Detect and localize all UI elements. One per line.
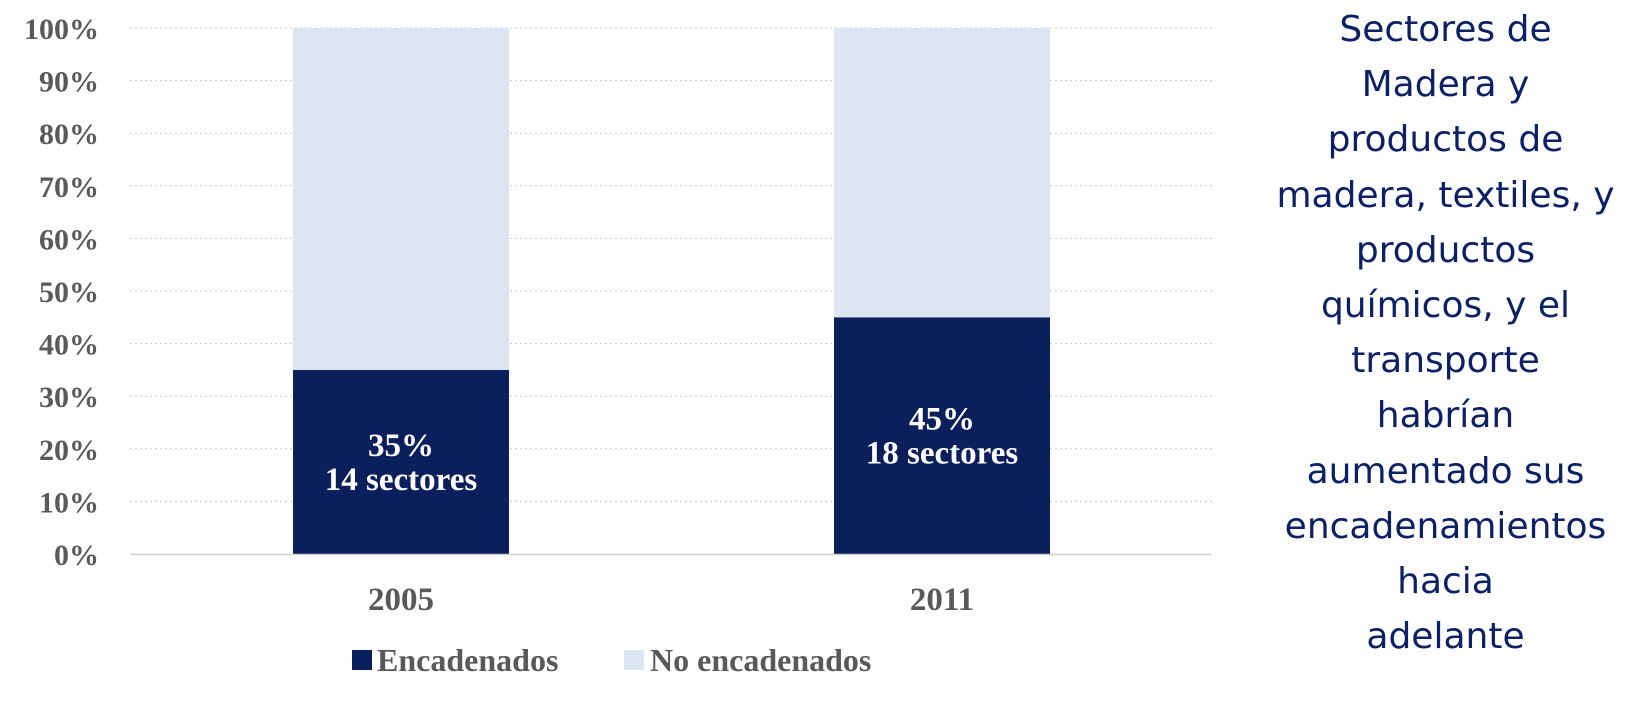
side-note-line: madera, textiles, y <box>1276 174 1615 216</box>
y-tick-label: 0% <box>54 539 99 572</box>
data-label-2011: 18 sectores <box>866 436 1019 472</box>
legend-item-no-encadenados[interactable]: No encadenados <box>624 642 871 678</box>
bar-encadenados-2011[interactable] <box>834 317 1050 554</box>
side-note-line: encadenamientos <box>1284 505 1607 547</box>
legend-item-encadenados[interactable]: Encadenados <box>352 642 558 678</box>
y-tick-label: 70% <box>39 171 99 204</box>
data-label-2011: 45% <box>909 402 975 438</box>
side-note-line: transporte <box>1351 340 1540 382</box>
y-tick-label: 90% <box>39 66 99 99</box>
y-tick-label: 10% <box>39 486 99 519</box>
data-label-2005: 35% <box>368 428 434 464</box>
side-note-line: hacia <box>1397 561 1494 603</box>
side-note-line: habrían <box>1376 395 1515 437</box>
y-tick-label: 40% <box>39 329 99 362</box>
legend: Encadenados No encadenados <box>352 642 871 678</box>
side-note-line: químicos, y el <box>1320 285 1571 327</box>
stacked-bar-chart: 0%10%20%30%40%50%60%70%80%90%100% 2005 20… <box>24 13 1212 678</box>
legend-swatch-encadenados <box>352 650 372 670</box>
y-tick-label: 30% <box>39 381 99 414</box>
y-tick-label: 20% <box>39 434 99 467</box>
side-note-line: Sectores de <box>1339 9 1552 50</box>
side-note-line: productos <box>1355 229 1536 271</box>
legend-label-encadenados: Encadenados <box>377 642 558 678</box>
side-note: Sectores de Madera y productos de madera, t… <box>1258 2 1633 664</box>
side-note-line: productos de <box>1327 119 1564 161</box>
y-tick-label: 50% <box>39 276 99 309</box>
legend-swatch-no-encadenados <box>624 650 644 670</box>
y-axis-tick-labels: 0% 10% 20% 30% 40% 50% 60% 70% 80% 90% 100% <box>24 13 99 572</box>
side-note-line: adelante <box>1366 616 1525 658</box>
data-label-2005: 14 sectores <box>325 462 478 498</box>
y-tick-label: 100% <box>24 13 99 46</box>
side-note-line: aumentado sus <box>1306 450 1585 492</box>
x-axis-category-labels: 2005 2011 <box>368 582 974 618</box>
y-tick-label: 60% <box>39 223 99 256</box>
x-category-label-2011: 2011 <box>910 582 974 618</box>
bar-encadenados-2005[interactable] <box>293 369 509 554</box>
data-labels: 35%14 sectores 45%18 sectores <box>325 402 1019 498</box>
x-category-label-2005: 2005 <box>368 582 434 618</box>
bar-no-encadenados-2005[interactable] <box>293 28 509 370</box>
side-note-line: Madera y <box>1361 64 1530 106</box>
legend-label-no-encadenados: No encadenados <box>650 642 871 678</box>
y-tick-label: 80% <box>39 118 99 151</box>
bars <box>293 28 1050 554</box>
bar-no-encadenados-2011[interactable] <box>834 28 1050 318</box>
